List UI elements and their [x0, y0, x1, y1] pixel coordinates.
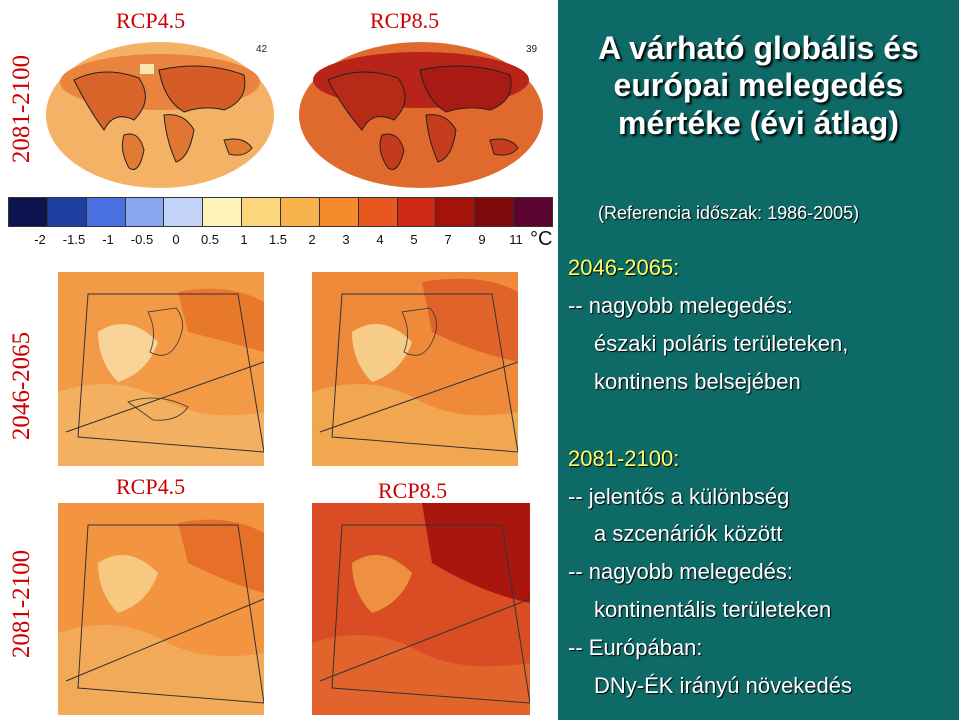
color-scale-tick-label: 2 — [308, 232, 316, 247]
color-scale-swatch — [319, 198, 359, 226]
color-scale-swatch — [242, 198, 282, 226]
color-scale-tick-label: 1.5 — [268, 232, 288, 247]
period-2046-2065: 2046-2065: — [568, 255, 680, 280]
color-scale-swatch — [514, 198, 553, 226]
title-line-3: mértéke (évi átlag) — [617, 104, 899, 141]
color-scale-swatch — [203, 198, 243, 226]
scenario-label-rcp45-top: RCP4.5 — [116, 8, 186, 33]
color-scale-tick-label: 9 — [478, 232, 486, 247]
scenario-label-rcp85-bottom: RCP8.5 — [378, 478, 448, 503]
map-badge-rcp45: 42 — [256, 44, 268, 55]
panel-title: A várható globális és európai melegedés … — [558, 30, 959, 142]
color-scale-tick-label: 0.5 — [200, 232, 220, 247]
color-scale-bar — [8, 197, 553, 227]
p1-line-2: északi poláris területeken, — [594, 331, 849, 356]
color-scale-tick-label: 4 — [376, 232, 384, 247]
europe-map-2046-2065-rcp45 — [58, 272, 265, 466]
color-scale-swatch — [358, 198, 398, 226]
color-scale-swatch — [86, 198, 126, 226]
row-label-bottom: 2081-2100 — [8, 549, 35, 659]
p2-line-3: -- nagyobb melegedés: — [568, 559, 794, 584]
color-scale-swatch — [436, 198, 476, 226]
color-scale-tick-label: 0 — [172, 232, 180, 247]
color-scale-tick-label: -0.5 — [130, 232, 154, 247]
global-map-rcp45: 42 — [44, 40, 276, 190]
color-scale-swatch — [9, 198, 48, 226]
global-map-rcp85: 39 — [296, 40, 546, 190]
title-line-1: A várható globális és — [598, 30, 919, 66]
period-2081-2100: 2081-2100: — [568, 446, 680, 471]
europe-map-2046-2065-rcp85 — [312, 272, 519, 466]
p2-line-6: DNy-ÉK irányú növekedés — [594, 673, 853, 698]
color-scale-tick-label: -2 — [34, 232, 46, 247]
color-scale-tick-label: -1.5 — [62, 232, 86, 247]
map-badge-rcp85: 39 — [526, 44, 538, 55]
color-scale-swatch — [397, 198, 437, 226]
title-line-2: európai melegedés — [613, 67, 904, 104]
text-panel: A várható globális és európai melegedés … — [558, 0, 959, 720]
p2-line-1: -- jelentős a különbség — [568, 484, 790, 509]
p2-line-2: a szcenáriók között — [594, 521, 783, 546]
color-scale-ticks: -2 -1.5 -1 -0.5 0 0.5 1 1.5 2 3 4 5 7 9 11 — [0, 232, 540, 250]
color-scale-swatch — [47, 198, 87, 226]
row-label-middle: 2046-2065 — [8, 331, 35, 441]
color-scale-swatch — [164, 198, 204, 226]
color-scale-swatch — [281, 198, 320, 226]
p2-line-5: -- Európában: — [568, 635, 703, 660]
europe-map-2081-2100-rcp45 — [58, 503, 265, 715]
color-scale-tick-label: 7 — [444, 232, 452, 247]
p1-line-1: -- nagyobb melegedés: — [568, 293, 794, 318]
color-scale-swatch — [125, 198, 165, 226]
color-scale-tick-label: -1 — [102, 232, 114, 247]
map-figure-area: 2081-2100 2046-2065 2081-2100 RCP4.5 RCP… — [0, 8, 553, 715]
color-scale-swatch — [475, 198, 515, 226]
scenario-label-rcp85-top: RCP8.5 — [370, 8, 440, 33]
row-label-top: 2081-2100 — [8, 54, 35, 164]
color-scale-tick-label: 1 — [240, 232, 248, 247]
color-scale-unit: °C — [530, 228, 553, 250]
scenario-label-rcp45-bottom: RCP4.5 — [116, 474, 186, 499]
color-scale-tick-label: 11 — [509, 232, 523, 247]
europe-map-2081-2100-rcp85 — [312, 503, 531, 715]
p1-line-3: kontinens belsejében — [594, 369, 801, 394]
p2-line-4: kontinentális területeken — [594, 597, 832, 622]
color-scale-tick-label: 3 — [342, 232, 350, 247]
reference-period: (Referencia időszak: 1986-2005) — [598, 203, 860, 223]
color-scale-tick-label: 5 — [410, 232, 418, 247]
